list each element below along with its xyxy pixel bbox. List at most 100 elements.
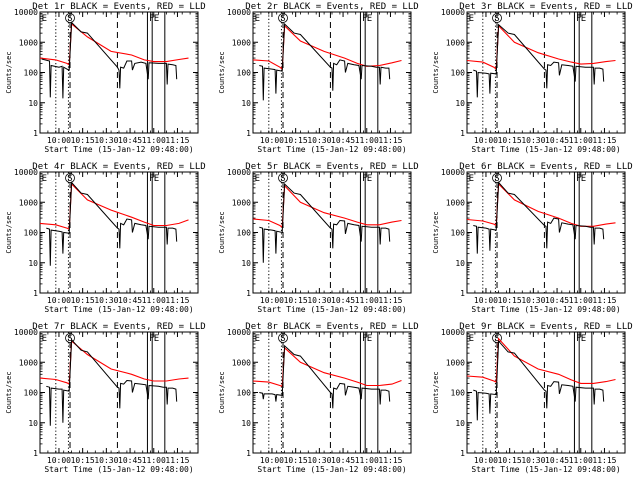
panel-title: Det 4r BLACK = Events, RED = LLD	[32, 162, 205, 172]
events-series-line	[259, 182, 391, 263]
x-tick-label: 10:00	[260, 136, 284, 145]
event-marker-label: E	[42, 174, 47, 184]
start-marker-label: S	[67, 14, 72, 24]
lld-series-line	[253, 184, 402, 229]
panel-title: Det 9r BLACK = Events, RED = LLD	[459, 322, 632, 332]
lld-series-line	[467, 337, 616, 384]
lld-series-line	[467, 182, 616, 227]
x-tick-label: 11:15	[592, 296, 616, 305]
event-marker-label: E	[42, 334, 47, 344]
events-series-line	[46, 181, 178, 266]
event-marker-label: E	[469, 174, 474, 184]
events-series-line	[473, 181, 605, 254]
lld-series-line	[40, 182, 189, 230]
y-tick-label: 1000	[446, 38, 465, 47]
y-tick-label: 10000	[227, 8, 251, 17]
event-end-marker-label: E	[581, 334, 586, 344]
y-tick-label: 10	[28, 99, 38, 108]
x-tick-label: 11:00	[569, 136, 593, 145]
y-tick-label: 1	[33, 129, 38, 138]
y-tick-label: 1000	[19, 198, 38, 207]
start-marker-label: S	[280, 334, 285, 344]
panel-title: Det 1r BLACK = Events, RED = LLD	[32, 2, 205, 12]
x-tick-label: 10:15	[498, 136, 522, 145]
x-tick-label: 10:15	[71, 296, 95, 305]
start-marker-circle	[278, 333, 288, 343]
y-tick-label: 100	[24, 389, 39, 398]
event-end-marker-label: E	[154, 14, 159, 24]
y-tick-label: 1	[460, 129, 465, 138]
x-axis-label: Start Time (15-Jan-12 09:48:00)	[471, 465, 620, 474]
x-tick-label: 11:15	[165, 456, 189, 465]
y-tick-label: 1000	[446, 358, 465, 367]
events-series-line	[259, 22, 391, 101]
x-axis-label: Start Time (15-Jan-12 09:48:00)	[471, 145, 620, 154]
x-tick-label: 10:45	[118, 296, 142, 305]
y-tick-label: 1000	[232, 198, 251, 207]
flare-marker-label: F	[362, 174, 367, 184]
panel-title: Det 3r BLACK = Events, RED = LLD	[459, 2, 632, 12]
event-marker-label: E	[469, 14, 474, 24]
y-tick-label: 100	[237, 69, 252, 78]
x-tick-label: 11:00	[355, 136, 379, 145]
y-axis-label: Counts/sec	[218, 211, 226, 253]
x-tick-label: 11:00	[142, 456, 166, 465]
x-tick-label: 10:15	[284, 296, 308, 305]
x-tick-label: 10:45	[331, 456, 355, 465]
y-axis-label: Counts/sec	[432, 371, 440, 413]
x-tick-label: 11:15	[165, 136, 189, 145]
y-axis-label: Counts/sec	[432, 51, 440, 93]
x-axis-label: Start Time (15-Jan-12 09:48:00)	[257, 145, 406, 154]
x-tick-label: 10:15	[284, 456, 308, 465]
start-marker-label: S	[280, 14, 285, 24]
x-tick-label: 11:15	[378, 296, 402, 305]
panel-title: Det 2r BLACK = Events, RED = LLD	[245, 2, 418, 12]
x-tick-label: 11:15	[165, 296, 189, 305]
y-tick-label: 1	[460, 449, 465, 458]
detector-panel-8: Det 8r BLACK = Events, RED = LLD 1 10 100 10…	[218, 322, 419, 474]
events-series-line	[259, 344, 391, 409]
x-tick-label: 11:00	[142, 296, 166, 305]
x-axis-label: Start Time (15-Jan-12 09:48:00)	[471, 305, 620, 314]
start-marker-circle	[65, 333, 75, 343]
detector-panel-9: Det 9r BLACK = Events, RED = LLD 1 10 100 10…	[432, 322, 633, 474]
detector-panel-6: Det 6r BLACK = Events, RED = LLD 1 10 100 10…	[432, 162, 633, 314]
x-tick-label: 11:15	[378, 456, 402, 465]
y-axis-label: Counts/sec	[432, 211, 440, 253]
y-tick-label: 10	[241, 99, 251, 108]
y-tick-label: 10	[455, 259, 465, 268]
x-tick-label: 10:30	[94, 456, 118, 465]
x-tick-label: 10:15	[284, 136, 308, 145]
y-tick-label: 1	[460, 289, 465, 298]
x-tick-label: 10:45	[118, 136, 142, 145]
x-tick-label: 10:45	[545, 456, 569, 465]
detector-panel-4: Det 4r BLACK = Events, RED = LLD 1 10 100 10…	[5, 162, 206, 314]
y-tick-label: 10000	[441, 328, 465, 337]
lld-series-line	[40, 339, 189, 386]
x-tick-label: 11:00	[142, 136, 166, 145]
x-tick-label: 10:45	[331, 296, 355, 305]
y-tick-label: 10	[28, 419, 38, 428]
lld-series-line	[253, 346, 402, 388]
event-marker-label: E	[42, 14, 47, 24]
start-marker-circle	[492, 173, 502, 183]
x-tick-label: 11:15	[592, 136, 616, 145]
start-marker-circle	[492, 13, 502, 23]
x-tick-label: 10:30	[94, 296, 118, 305]
flare-marker-label: F	[362, 334, 367, 344]
events-series-line	[473, 23, 605, 98]
flare-marker-label: F	[576, 334, 581, 344]
y-tick-label: 1	[246, 129, 251, 138]
y-axis-label: Counts/sec	[218, 51, 226, 93]
y-axis-label: Counts/sec	[5, 211, 13, 253]
x-tick-label: 10:00	[260, 456, 284, 465]
lld-series-line	[253, 24, 402, 71]
flare-marker-label: F	[149, 14, 154, 24]
x-tick-label: 10:30	[307, 456, 331, 465]
events-series-line	[473, 339, 605, 421]
event-end-marker-label: E	[367, 14, 372, 24]
plot-frame	[252, 331, 412, 454]
y-axis-label: Counts/sec	[218, 371, 226, 413]
x-tick-label: 10:00	[47, 456, 71, 465]
